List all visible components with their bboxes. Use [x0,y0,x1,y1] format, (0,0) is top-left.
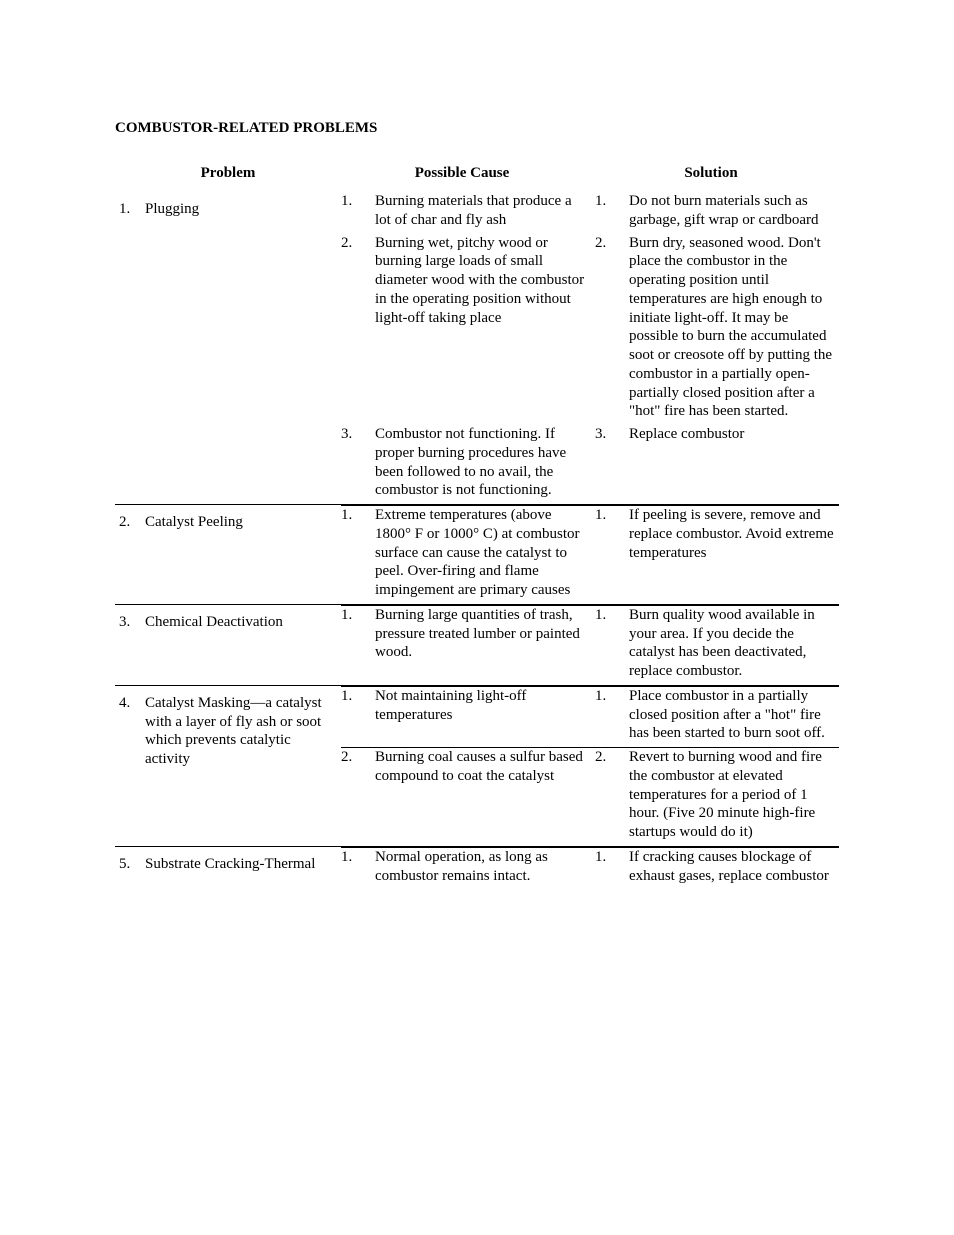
table-row: 4.Catalyst Masking—a catalyst with a lay… [115,685,839,846]
solution-number: 1. [595,506,625,604]
solution-number: 1. [595,192,625,234]
cause-cell: 1.Burning materials that produce a lot o… [341,192,839,505]
solution-number: 2. [595,748,625,846]
cause-number: 1. [341,506,371,604]
solution-text: Place combustor in a partially closed po… [625,686,839,747]
cause-text: Burning coal causes a sulfur based compo… [371,748,595,846]
problem-number: 3. [115,604,141,685]
cause-text: Extreme temperatures (above 1800° F or 1… [371,506,595,604]
document-page: COMBUSTOR-RELATED PROBLEMS Problem Possi… [0,0,954,1235]
solution-text: If cracking causes blockage of exhaust g… [625,847,839,889]
solution-number: 2. [595,234,625,426]
table-row: 1.Plugging1.Burning materials that produ… [115,192,839,505]
cause-cell: 1.Burning large quantities of trash, pre… [341,604,839,685]
problems-table: Problem Possible Cause Solution 1.Pluggi… [115,165,839,889]
problem-text: Catalyst Peeling [141,505,341,605]
cause-number: 2. [341,234,371,426]
solution-text: Do not burn materials such as garbage, g… [625,192,839,234]
header-problem: Problem [115,165,341,192]
cause-text: Burning wet, pitchy wood or burning larg… [371,234,595,426]
cause-cell: 1.Not maintaining light-off temperatures… [341,685,839,846]
table-header-row: Problem Possible Cause Solution [115,165,839,192]
cause-number: 1. [341,605,371,685]
solution-text: Revert to burning wood and fire the comb… [625,748,839,846]
problem-number: 2. [115,505,141,605]
cause-number: 1. [341,847,371,889]
solution-text: Burn dry, seasoned wood. Don't place the… [625,234,839,426]
table-row: 2.Catalyst Peeling1.Extreme temperatures… [115,505,839,605]
cause-text: Normal operation, as long as combustor r… [371,847,595,889]
problem-number: 4. [115,685,141,846]
solution-text: Replace combustor [625,425,839,504]
problem-number: 5. [115,846,141,889]
problem-text: Catalyst Masking—a catalyst with a layer… [141,685,341,846]
cause-text: Not maintaining light-off temperatures [371,686,595,747]
solution-text: If peeling is severe, remove and replace… [625,506,839,604]
cause-number: 3. [341,425,371,504]
cause-text: Burning large quantities of trash, press… [371,605,595,685]
solution-number: 1. [595,847,625,889]
solution-text: Burn quality wood available in your area… [625,605,839,685]
solution-number: 1. [595,686,625,747]
cause-cell: 1.Extreme temperatures (above 1800° F or… [341,505,839,605]
problem-text: Chemical Deactivation [141,604,341,685]
cause-text: Combustor not functioning. If proper bur… [371,425,595,504]
cause-cell: 1.Normal operation, as long as combustor… [341,846,839,889]
header-cause: Possible Cause [341,165,583,192]
cause-text: Burning materials that produce a lot of … [371,192,595,234]
table-row: 3.Chemical Deactivation1.Burning large q… [115,604,839,685]
cause-number: 1. [341,192,371,234]
solution-number: 3. [595,425,625,504]
page-title: COMBUSTOR-RELATED PROBLEMS [115,120,839,137]
cause-number: 2. [341,748,371,846]
problem-text: Substrate Cracking-Thermal [141,846,341,889]
solution-number: 1. [595,605,625,685]
table-row: 5.Substrate Cracking-Thermal1.Normal ope… [115,846,839,889]
problem-number: 1. [115,192,141,505]
problem-text: Plugging [141,192,341,505]
cause-number: 1. [341,686,371,747]
header-solution: Solution [583,165,839,192]
